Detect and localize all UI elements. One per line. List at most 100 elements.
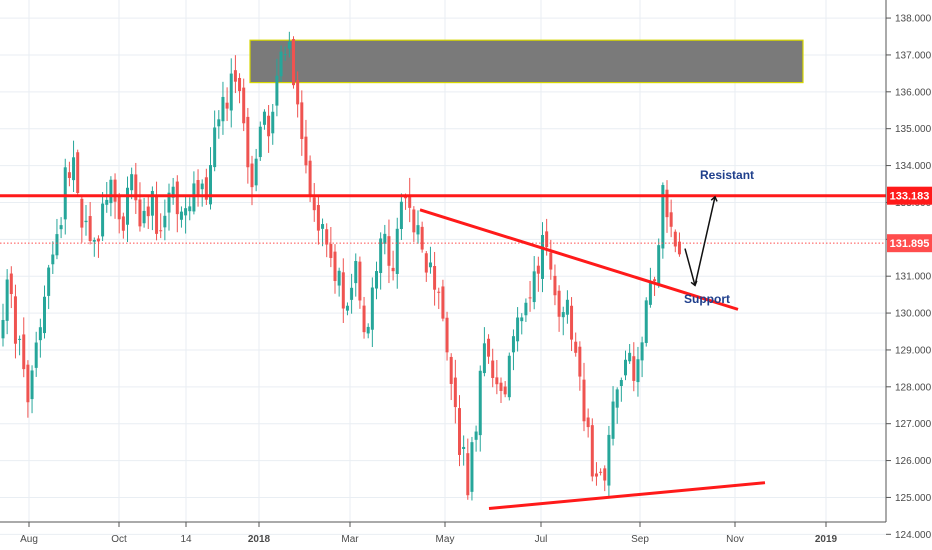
candle-body: [466, 453, 470, 496]
candle-body: [262, 111, 266, 125]
candle: [200, 179, 204, 207]
candle-body: [267, 115, 271, 137]
candle: [67, 161, 71, 187]
candle: [433, 251, 437, 306]
candle: [624, 350, 627, 381]
x-tick-label: Jul: [535, 534, 548, 545]
candle: [416, 210, 420, 244]
candle-body: [55, 234, 59, 256]
candle: [26, 360, 30, 418]
candle: [287, 31, 291, 58]
candle: [408, 177, 412, 223]
candle: [665, 180, 669, 233]
y-tick-label: 131.000: [895, 272, 932, 283]
candle-body: [250, 163, 254, 188]
candle: [487, 334, 491, 364]
candle-body: [445, 317, 449, 353]
candle: [345, 302, 349, 316]
candle: [520, 313, 524, 335]
candle-body: [325, 229, 329, 245]
candle: [511, 329, 515, 371]
candle-body: [507, 355, 511, 398]
candle-body: [503, 386, 507, 395]
candle-body: [383, 233, 387, 244]
candle: [279, 45, 283, 82]
candle: [677, 232, 681, 257]
candle-body: [511, 336, 515, 353]
candle: [304, 119, 308, 174]
candle-body: [474, 431, 478, 440]
candle-body: [204, 177, 208, 200]
candle: [412, 206, 416, 242]
y-tick-label: 126.000: [895, 456, 932, 467]
candle-body: [138, 199, 142, 227]
candle-body: [105, 199, 109, 205]
candle: [557, 285, 561, 332]
candle: [217, 110, 221, 139]
candle-body: [63, 167, 67, 220]
candle: [142, 197, 146, 228]
overlay-layer: [0, 194, 886, 510]
candle: [213, 110, 217, 172]
candle: [105, 182, 109, 213]
candle: [669, 199, 673, 238]
candle-body: [337, 270, 341, 286]
candle-body: [553, 275, 557, 296]
candle-body: [179, 211, 183, 220]
candle-body: [333, 251, 337, 282]
candle-body: [362, 305, 366, 333]
candle-body: [590, 425, 594, 477]
candle-body: [632, 356, 636, 381]
candle-body: [399, 201, 403, 230]
candle: [55, 218, 59, 260]
candle-body: [238, 77, 242, 92]
candle: [532, 256, 536, 310]
candle-body: [358, 261, 362, 301]
candle-body: [134, 174, 138, 201]
candle-body: [416, 225, 420, 235]
candle-body: [117, 196, 121, 220]
candle: [541, 222, 544, 293]
candle: [242, 78, 246, 132]
candle-body: [375, 271, 378, 289]
candle-body: [1, 319, 5, 339]
candle-body: [636, 359, 640, 383]
ascending-support-line: [488, 481, 766, 510]
candle-body: [341, 272, 345, 309]
candle-body: [607, 434, 611, 486]
candle-body: [669, 212, 673, 227]
candle: [96, 235, 100, 258]
candle: [503, 381, 507, 398]
candle-body: [603, 468, 607, 481]
candle-body: [516, 317, 520, 342]
candle-body: [574, 341, 578, 353]
candle-body: [155, 194, 159, 234]
candle-body: [221, 96, 225, 122]
candle-body: [51, 254, 55, 265]
candle: [640, 336, 644, 378]
candle: [30, 365, 34, 414]
candle: [88, 201, 92, 245]
candle: [271, 103, 275, 145]
current-price-tag: 131.895: [887, 234, 932, 253]
candle-body: [673, 231, 677, 247]
candle-body: [167, 192, 171, 213]
candle-body: [653, 279, 657, 282]
x-tick-label: 14: [180, 534, 192, 545]
annotation-support: Support: [684, 292, 730, 306]
candle: [267, 105, 271, 153]
candle: [424, 251, 428, 282]
candle-body: [43, 296, 46, 334]
candle-body: [366, 326, 370, 334]
candle-body: [283, 54, 287, 56]
x-tick-label: May: [436, 534, 455, 545]
candle-body: [449, 356, 453, 384]
candle-body: [38, 327, 42, 341]
projection-arrow-up: [694, 195, 718, 286]
candle: [491, 348, 495, 388]
candle: [516, 307, 520, 352]
candle: [611, 386, 615, 446]
candle: [22, 317, 26, 378]
candle-body: [545, 231, 549, 248]
candle-body: [532, 271, 536, 303]
